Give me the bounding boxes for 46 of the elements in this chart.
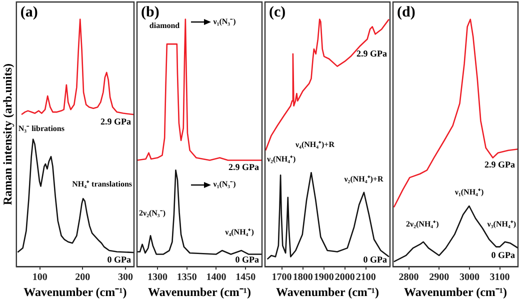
chart-title: (a)	[20, 4, 38, 20]
series-label: 0 GPa	[107, 254, 132, 264]
annotation: 2ν₂(N₃⁻)	[138, 208, 166, 218]
x-tick-label: 3100	[490, 272, 510, 284]
annotation: ν₁(NH₄⁺)	[454, 188, 484, 197]
x-tick-label: 1450	[236, 272, 256, 284]
annotation: ν₁(N₃⁻)	[212, 16, 236, 26]
x-tick-label: 1800	[292, 272, 313, 284]
series-label: 0 GPa	[491, 250, 516, 260]
x-axis-title: Wavenumber (cm⁻¹)	[276, 284, 380, 299]
annotation: ν₄(NH₄⁺)	[224, 227, 254, 236]
y-axis-title: Raman intensity (arb.units)	[0, 63, 14, 206]
annotation: 2ν₂(NH₄⁺)	[406, 219, 440, 228]
x-tick-label: 1900	[314, 272, 334, 284]
annotation: ν₁(N₃⁻)	[212, 180, 236, 189]
x-tick-label: 3000	[459, 272, 480, 284]
x-tick-label: 2800	[398, 272, 419, 284]
series-label: 2.9 GPa	[228, 162, 260, 172]
series-label: 0 GPa	[363, 254, 388, 264]
x-tick-label: 2900	[429, 272, 450, 284]
x-tick-label: 300	[118, 272, 133, 284]
x-tick-label: 100	[32, 272, 48, 284]
annotation: ν₃(NH₄⁺)	[486, 219, 516, 228]
series-label: 2.9 GPa	[100, 116, 132, 126]
series-label: 0 GPa	[235, 254, 260, 264]
series-label: 2.9 GPa	[356, 48, 388, 58]
x-tick-label: 1350	[176, 272, 197, 284]
x-tick-label: 2000	[334, 272, 355, 284]
annotation: ν₂(NH₄⁺)	[266, 154, 296, 164]
annotation: NH₄⁺ translations	[72, 180, 132, 189]
annotation: N₃⁻ librations	[18, 124, 64, 134]
chart-title: (b)	[141, 4, 160, 20]
annotation: diamond	[149, 20, 180, 30]
x-axis-title: Wavenumber (cm⁻¹)	[404, 284, 508, 299]
x-axis-title: Wavenumber (cm⁻¹)	[148, 284, 252, 299]
annotation: ν₄(NH₄⁺)+R	[294, 140, 335, 149]
x-tick-label: 2100	[356, 272, 376, 284]
chart-title: (d)	[397, 4, 416, 20]
annotation: ν₂(NH₄⁺)+R	[343, 174, 384, 184]
x-tick-label: 200	[75, 272, 90, 284]
x-tick-label: 1700	[272, 272, 292, 284]
chart-title: (c)	[269, 4, 286, 20]
x-tick-label: 1400	[206, 272, 226, 284]
x-tick-label: 1300	[148, 272, 168, 284]
series-label: 2.9 GPa	[484, 160, 516, 170]
x-axis-title: Wavenumber (cm⁻¹)	[24, 284, 127, 299]
